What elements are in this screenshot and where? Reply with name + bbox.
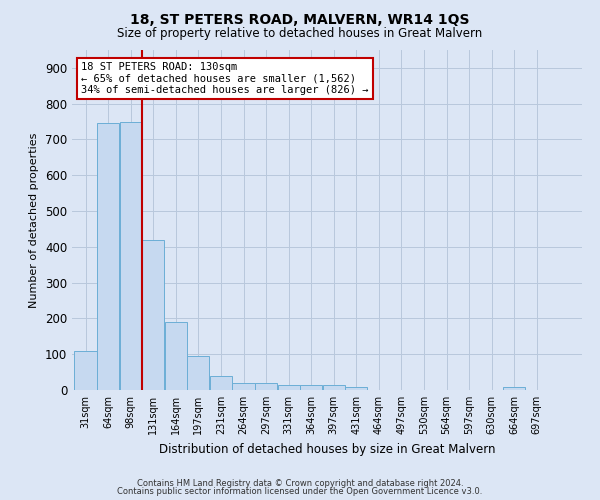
Bar — [119, 122, 142, 390]
Bar — [255, 383, 277, 390]
Text: Size of property relative to detached houses in Great Malvern: Size of property relative to detached ho… — [118, 28, 482, 40]
Text: 18 ST PETERS ROAD: 130sqm
← 65% of detached houses are smaller (1,562)
34% of se: 18 ST PETERS ROAD: 130sqm ← 65% of detac… — [81, 62, 368, 95]
Bar — [300, 384, 322, 390]
Bar — [278, 384, 299, 390]
Text: 18, ST PETERS ROAD, MALVERN, WR14 1QS: 18, ST PETERS ROAD, MALVERN, WR14 1QS — [130, 12, 470, 26]
Bar — [97, 124, 119, 390]
Bar — [345, 387, 367, 390]
Bar — [187, 356, 209, 390]
Bar — [165, 322, 187, 390]
Text: Contains HM Land Registry data © Crown copyright and database right 2024.: Contains HM Land Registry data © Crown c… — [137, 478, 463, 488]
X-axis label: Distribution of detached houses by size in Great Malvern: Distribution of detached houses by size … — [159, 442, 495, 456]
Text: Contains public sector information licensed under the Open Government Licence v3: Contains public sector information licen… — [118, 487, 482, 496]
Bar — [323, 386, 345, 390]
Bar — [503, 387, 526, 390]
Bar — [232, 383, 254, 390]
Bar — [74, 350, 97, 390]
Y-axis label: Number of detached properties: Number of detached properties — [29, 132, 40, 308]
Bar — [210, 376, 232, 390]
Bar — [142, 240, 164, 390]
